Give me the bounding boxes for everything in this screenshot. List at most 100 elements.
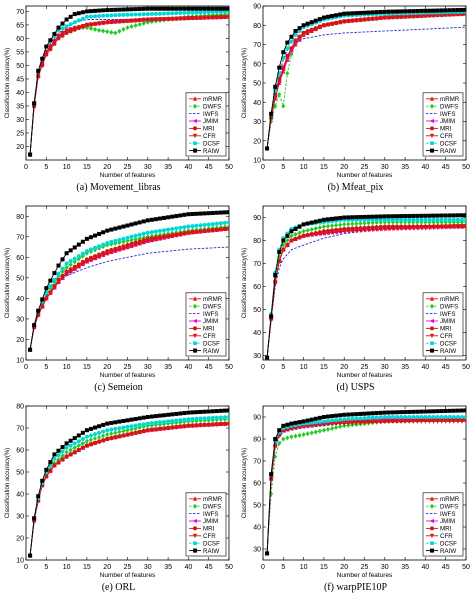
legend-label: CFR bbox=[203, 133, 216, 140]
legend-marker bbox=[192, 319, 197, 323]
data-point-raiw bbox=[174, 6, 179, 11]
data-point-cfr bbox=[133, 242, 138, 248]
data-point-dwfs bbox=[186, 418, 191, 424]
data-point-raiw bbox=[84, 9, 89, 14]
legend-label: RAIW bbox=[440, 148, 456, 155]
data-point-raiw bbox=[60, 445, 65, 450]
x-tick-label: 45 bbox=[205, 564, 213, 571]
y-tick-label: 80 bbox=[16, 214, 24, 221]
data-point-dcsf bbox=[174, 11, 179, 16]
data-point-dcsf bbox=[285, 46, 290, 51]
data-point-raiw bbox=[289, 421, 294, 426]
data-point-dcsf bbox=[56, 271, 61, 276]
data-point-raiw bbox=[222, 408, 227, 413]
panel-mfeat-pix: 0 5 10 15 20 25 30 35 40 45 50 10 20 30 40 50 60 70 80 90 Nu… bbox=[237, 0, 474, 200]
x-tick-label: 25 bbox=[124, 364, 132, 371]
data-point-dwfs bbox=[149, 422, 154, 428]
y-tick-label: 70 bbox=[253, 459, 261, 466]
data-point-raiw bbox=[321, 415, 326, 419]
data-point-dcsf bbox=[451, 217, 456, 222]
x-tick-label: 5 bbox=[281, 164, 285, 171]
data-point-dcsf bbox=[390, 217, 395, 222]
data-point-dwfs bbox=[362, 220, 367, 226]
data-point-dcsf bbox=[202, 10, 207, 15]
data-point-cfr bbox=[157, 426, 162, 432]
legend-label: MRI bbox=[440, 126, 452, 133]
data-point-raiw bbox=[346, 11, 351, 16]
data-point-cfr bbox=[325, 22, 330, 27]
data-point-dcsf bbox=[218, 415, 223, 420]
data-point-dcsf bbox=[455, 415, 460, 419]
data-point-cfr bbox=[64, 454, 69, 460]
data-point-cfr bbox=[182, 231, 187, 237]
data-point-cfr bbox=[285, 54, 290, 59]
data-point-cfr bbox=[358, 420, 363, 426]
data-point-cfr bbox=[354, 228, 359, 234]
data-point-raiw bbox=[427, 213, 432, 218]
data-point-raiw bbox=[186, 6, 191, 11]
data-point-cfr bbox=[80, 261, 85, 267]
data-point-raiw bbox=[170, 214, 175, 219]
data-point-dcsf bbox=[149, 11, 154, 16]
data-point-cfr bbox=[125, 432, 130, 438]
data-point-cfr bbox=[297, 34, 302, 40]
data-point-raiw bbox=[305, 418, 310, 423]
data-point-cfr bbox=[194, 423, 199, 428]
data-point-raiw bbox=[407, 9, 412, 14]
data-point-dwfs bbox=[285, 237, 290, 243]
data-point-raiw bbox=[60, 257, 65, 262]
data-point-raiw bbox=[265, 551, 270, 556]
data-point-raiw bbox=[162, 215, 167, 220]
data-point-dwfs bbox=[52, 460, 57, 466]
data-point-dcsf bbox=[141, 231, 146, 236]
data-point-raiw bbox=[415, 409, 420, 414]
data-point-raiw bbox=[403, 9, 408, 14]
data-point-cfr bbox=[198, 15, 203, 21]
data-point-dcsf bbox=[227, 415, 229, 419]
data-point-cfr bbox=[170, 233, 175, 239]
data-point-raiw bbox=[293, 420, 298, 425]
chart-warppie10p: 0 5 10 15 20 25 30 35 40 45 50 30 40 50 60 70 80 90 Number… bbox=[242, 405, 470, 579]
data-point-cfr bbox=[321, 23, 326, 28]
legend-marker bbox=[193, 126, 197, 131]
data-point-raiw bbox=[309, 20, 314, 25]
y-tick-label: 20 bbox=[253, 138, 261, 145]
data-point-cfr bbox=[431, 225, 436, 231]
x-tick-label: 25 bbox=[361, 164, 369, 171]
data-point-cfr bbox=[407, 226, 412, 231]
data-point-raiw bbox=[56, 25, 61, 30]
legend-marker bbox=[193, 526, 197, 531]
data-point-dcsf bbox=[194, 416, 199, 421]
data-point-dcsf bbox=[97, 430, 102, 435]
data-point-dwfs bbox=[129, 237, 134, 243]
x-tick-label: 50 bbox=[225, 364, 233, 371]
data-point-dcsf bbox=[72, 441, 77, 446]
legend-marker bbox=[193, 548, 197, 553]
data-point-cfr bbox=[137, 429, 142, 435]
legend-marker bbox=[193, 103, 197, 109]
data-point-cfr bbox=[153, 237, 158, 242]
data-point-raiw bbox=[227, 210, 229, 215]
data-point-dcsf bbox=[206, 222, 211, 227]
data-point-raiw bbox=[121, 224, 126, 229]
data-point-cfr bbox=[97, 254, 102, 260]
data-point-dwfs bbox=[72, 445, 77, 451]
x-tick-label: 50 bbox=[225, 164, 233, 171]
data-point-raiw bbox=[166, 412, 171, 417]
data-point-dwfs bbox=[101, 433, 106, 439]
data-point-cfr bbox=[174, 425, 179, 430]
data-point-raiw bbox=[439, 409, 444, 414]
legend-marker bbox=[193, 496, 197, 501]
data-point-raiw bbox=[325, 217, 330, 222]
legend-marker bbox=[429, 119, 434, 123]
data-point-raiw bbox=[40, 478, 45, 483]
data-point-dcsf bbox=[362, 416, 367, 421]
legend-marker bbox=[430, 341, 434, 346]
data-point-raiw bbox=[149, 217, 154, 222]
data-point-raiw bbox=[202, 409, 207, 414]
chart-orl: 0 5 10 15 20 25 30 35 40 45 50 10 20 30 40 50 60 70 80 Numb… bbox=[5, 404, 233, 580]
data-point-raiw bbox=[285, 40, 290, 45]
data-point-cfr bbox=[157, 17, 162, 22]
data-point-dwfs bbox=[121, 428, 126, 434]
data-point-cfr bbox=[202, 422, 207, 428]
